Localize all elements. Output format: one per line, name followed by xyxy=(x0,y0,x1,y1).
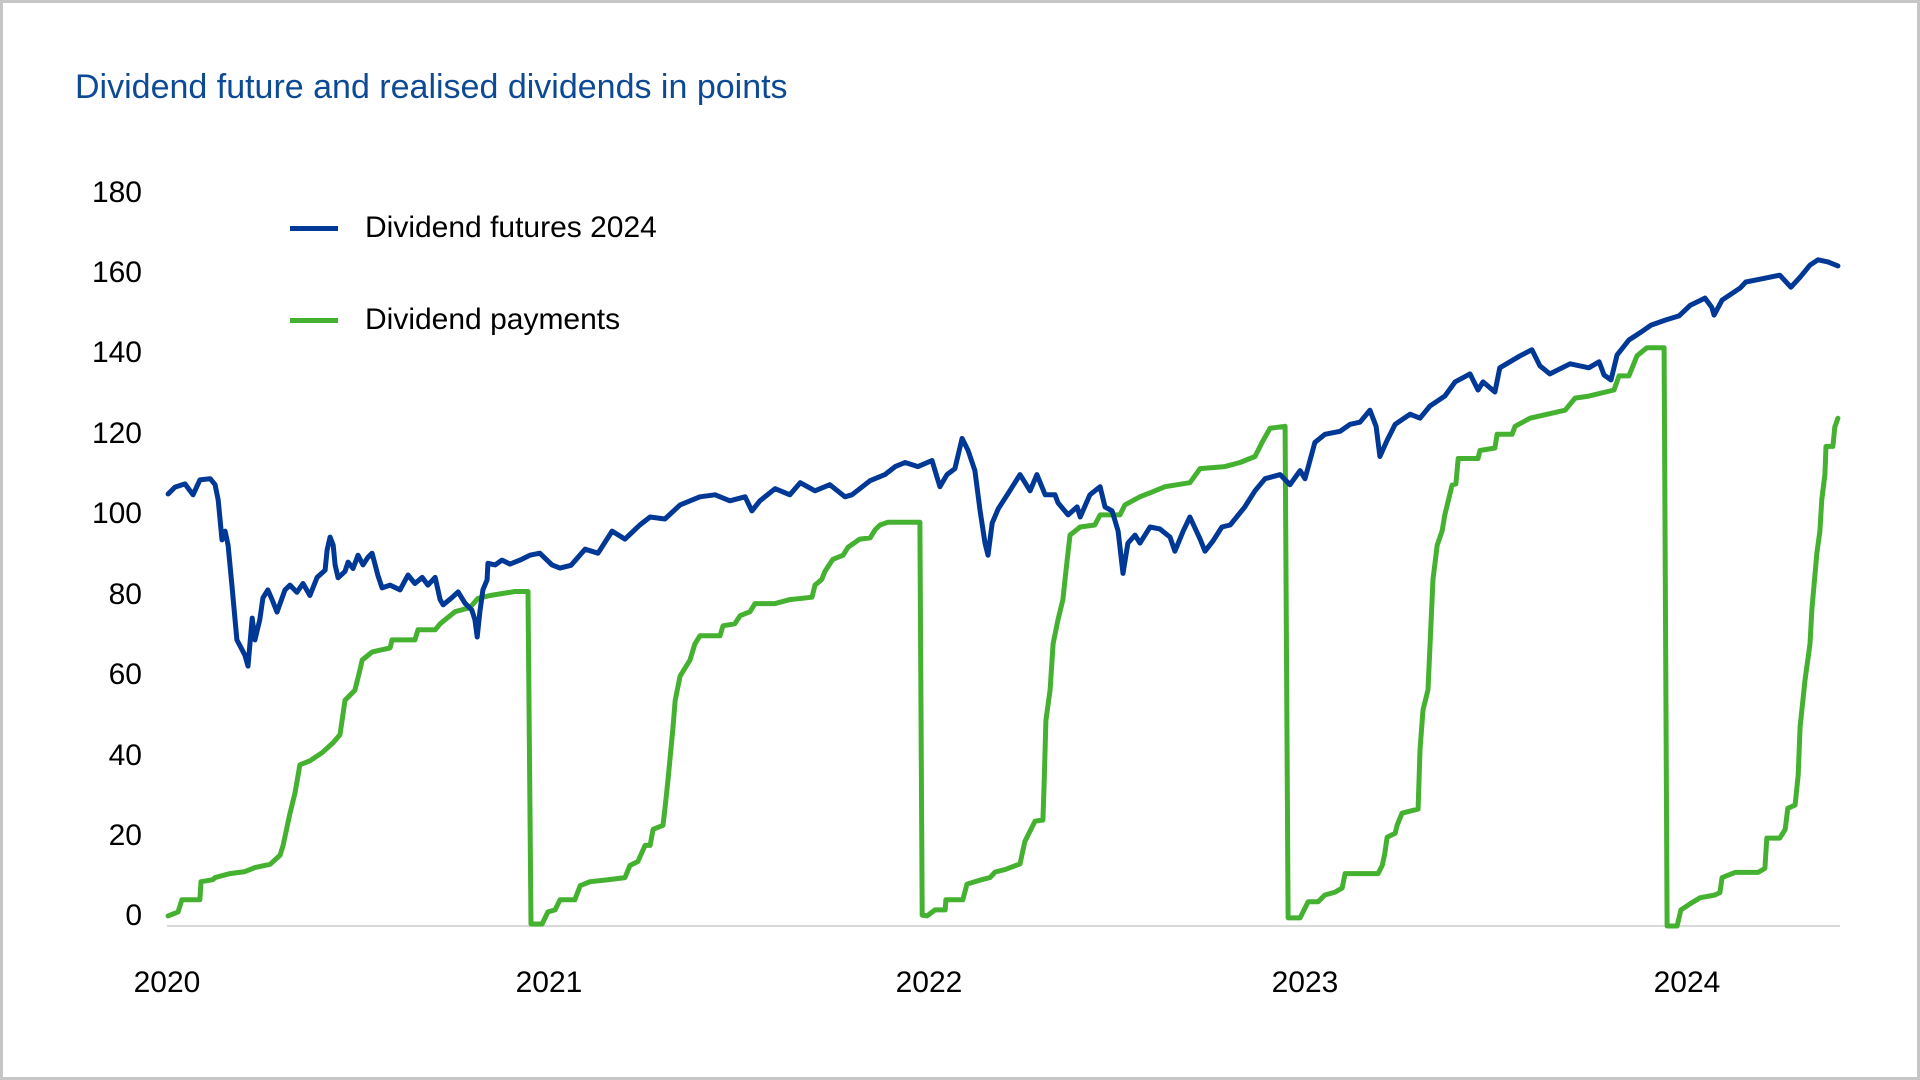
legend-swatch-green-icon xyxy=(290,317,338,323)
legend-item-dividend-futures: Dividend futures 2024 xyxy=(290,210,657,246)
y-tick-label: 140 xyxy=(91,336,142,369)
y-tick-label: 80 xyxy=(108,578,142,611)
legend-swatch-blue-icon xyxy=(290,225,338,231)
y-tick-label: 40 xyxy=(108,739,142,772)
chart-title: Dividend future and realised dividends i… xyxy=(75,68,788,106)
legend-label: Dividend futures 2024 xyxy=(365,211,657,244)
x-tick-label: 2024 xyxy=(1653,966,1721,999)
y-tick-label: 100 xyxy=(91,497,142,530)
dividend-futures-line xyxy=(165,257,1841,669)
y-tick-label: 0 xyxy=(125,899,142,932)
legend-label: Dividend payments xyxy=(365,303,621,336)
legend-item-dividend-payments: Dividend payments xyxy=(290,302,620,338)
x-tick-label: 2020 xyxy=(133,966,201,999)
x-tick-label: 2022 xyxy=(895,966,963,999)
y-tick-label: 160 xyxy=(91,256,142,289)
x-tick-label: 2021 xyxy=(515,966,583,999)
y-tick-label: 20 xyxy=(108,819,142,852)
y-tick-label: 180 xyxy=(91,176,142,209)
y-tick-label: 60 xyxy=(108,658,142,691)
x-tick-label: 2023 xyxy=(1271,966,1339,999)
y-tick-label: 120 xyxy=(91,417,142,450)
dividend-payments-line xyxy=(165,345,1841,929)
